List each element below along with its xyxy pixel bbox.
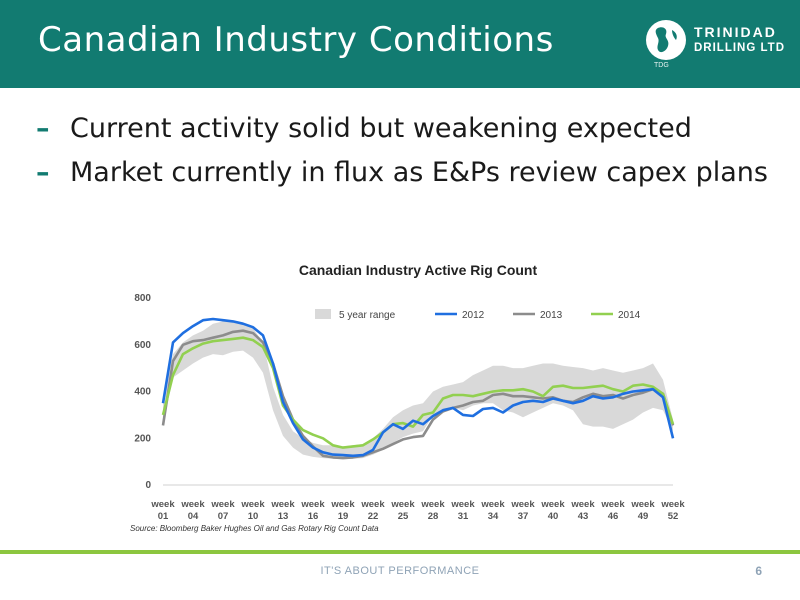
dash-icon: – [36,157,50,188]
x-tick-label: week 01 [150,499,175,522]
x-tick-label: week 25 [390,499,415,522]
bullet-list: – Current activity solid but weakening e… [36,110,776,198]
x-tick-label: week 37 [510,499,535,522]
x-tick-label: week 49 [630,499,655,522]
legend-label-2012: 2012 [462,310,485,321]
series-line-2012 [161,317,675,458]
x-tick-label: week 43 [570,499,595,522]
page-number: 6 [755,564,762,578]
y-tick-label: 0 [145,480,151,491]
x-tick-label: week 04 [180,499,205,522]
x-tick-label: week 19 [330,499,355,522]
x-tick-label: week 34 [480,499,505,522]
slide-title: Canadian Industry Conditions [38,20,554,60]
y-tick-label: 200 [134,433,151,444]
legend-label-2014: 2014 [618,310,641,321]
logo-tagline: DRILLING LTD [694,42,785,54]
source-note: Source: Bloomberg Baker Hughes Oil and G… [130,524,379,533]
x-tick-label: week 31 [450,499,475,522]
bullet-text: Current activity solid but weakening exp… [70,113,692,144]
rig-count-chart: Canadian Industry Active Rig Count 0 200 40… [134,262,685,522]
footer-tagline: IT'S ABOUT PERFORMANCE [320,565,480,577]
globe-icon [646,20,686,60]
chart-title: Canadian Industry Active Rig Count [299,262,538,278]
series-line-2013 [161,329,675,460]
x-tick-label: week 07 [210,499,235,522]
y-tick-label: 800 [134,293,151,304]
legend-label-range: 5 year range [339,310,396,321]
logo-ticker: TDG [654,62,669,69]
company-logo: TDG TRINIDAD DRILLING LTD [646,18,786,78]
series-line-2014 [161,336,675,449]
header-bar: Canadian Industry Conditions TDG TRINIDA… [0,0,800,88]
bullet-item: – Current activity solid but weakening e… [36,110,776,147]
x-tick-label: week 52 [660,499,685,522]
bullet-item: – Market currently in flux as E&Ps revie… [36,154,776,191]
x-tick-label: week 28 [420,499,445,522]
footer-divider [0,550,800,554]
x-tick-label: week 22 [360,499,385,522]
y-tick-label: 400 [134,387,151,398]
five-year-range-band [163,321,673,460]
legend-label-2013: 2013 [540,310,563,321]
bullet-text: Market currently in flux as E&Ps review … [70,157,768,188]
x-tick-label: week 16 [300,499,325,522]
x-tick-label: week 13 [270,499,295,522]
legend-swatch-range [315,309,331,319]
logo-name: TRINIDAD [694,24,777,40]
y-tick-label: 600 [134,340,151,351]
x-tick-label: week 10 [240,499,265,522]
dash-icon: – [36,113,50,144]
x-tick-label: week 40 [540,499,565,522]
x-tick-label: week 46 [600,499,625,522]
